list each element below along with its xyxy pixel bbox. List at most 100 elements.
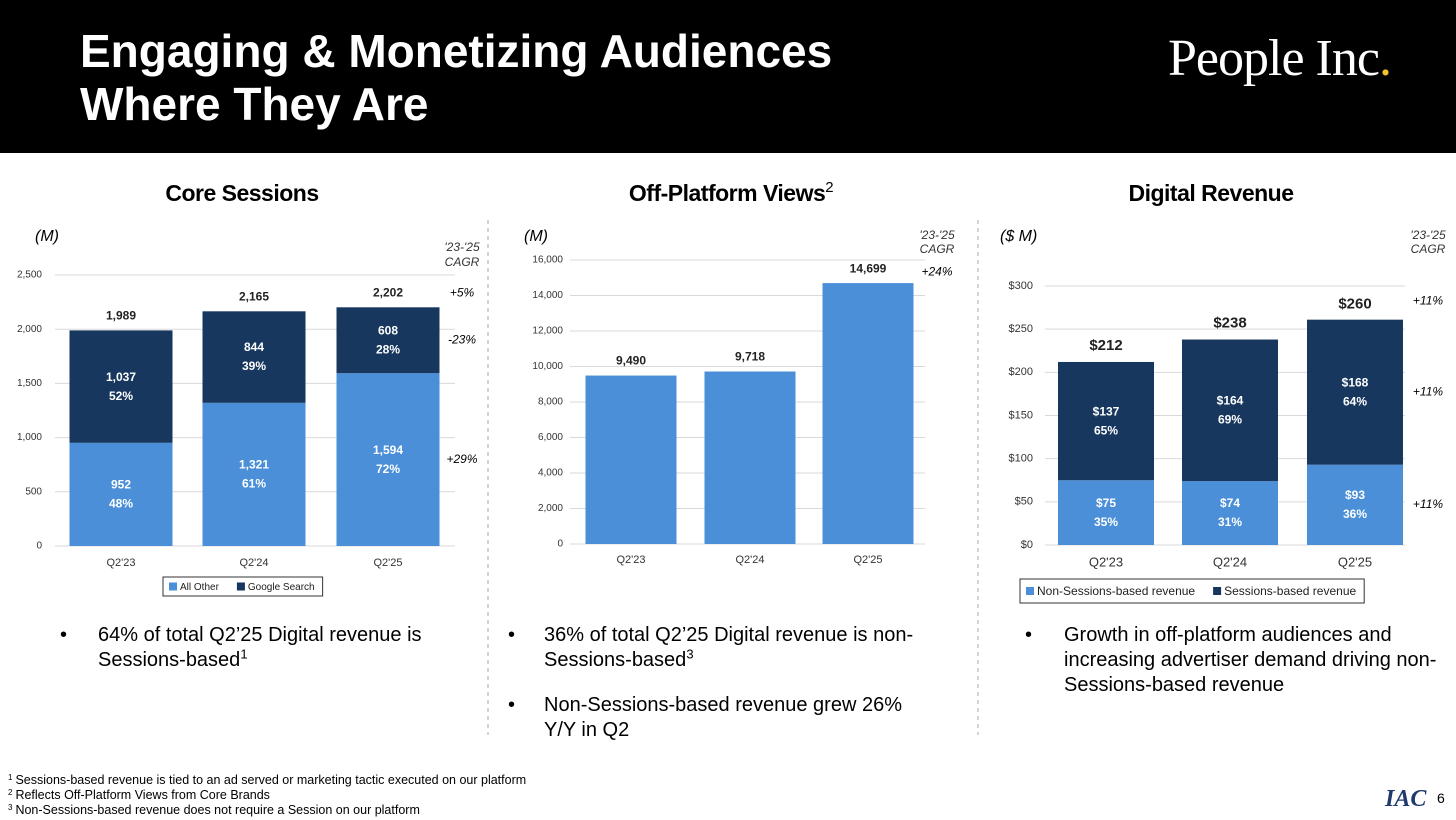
unit-label: ($ M) [1000, 228, 1037, 245]
value-label: $74 [1220, 496, 1240, 510]
bar-segment [69, 330, 173, 443]
cagr-title: '23-'25 [1410, 228, 1446, 242]
value-label: $164 [1217, 393, 1244, 407]
legend-box [1019, 578, 1365, 604]
bullet-sup: 1 [240, 646, 248, 662]
total-label: 1,989 [106, 309, 136, 323]
cagr-title: CAGR [1411, 242, 1446, 256]
share-label: 64% [1343, 394, 1367, 408]
bullet-dot: • [1025, 624, 1033, 646]
share-label: 39% [242, 359, 266, 373]
y-tick-label: $250 [1009, 323, 1033, 335]
y-tick-label: $200 [1009, 366, 1033, 378]
cagr-label: +11% [1413, 294, 1443, 308]
y-tick-label: 2,000 [538, 503, 563, 514]
y-tick-label: 12,000 [532, 326, 563, 337]
bar-segment [1058, 361, 1154, 481]
y-tick-label: $100 [1009, 453, 1033, 465]
value-label: 14,699 [850, 261, 887, 275]
chart-title-sup: 2 [825, 179, 833, 196]
value-label: $168 [1342, 375, 1369, 389]
footer-logo: IAC [1384, 786, 1427, 812]
chart-title: Off-Platform Views2 [629, 179, 833, 206]
bullet-dot: • [508, 624, 516, 646]
total-label: $212 [1089, 337, 1122, 354]
y-tick-label: $300 [1009, 280, 1033, 292]
cagr-label: -23% [448, 332, 476, 346]
bullet-text: 36% of total Q2’25 Digital revenue is no… [544, 623, 924, 673]
logo-dot: . [1379, 30, 1391, 87]
legend-swatch [1213, 587, 1222, 595]
y-tick-label: 1,500 [17, 378, 42, 389]
total-label: $238 [1213, 314, 1246, 331]
footnote: 3 Non-Sessions-based revenue does not req… [8, 803, 420, 817]
value-label: $75 [1096, 496, 1116, 510]
logo-text: People Inc [1168, 30, 1379, 87]
share-label: 72% [376, 462, 400, 476]
cagr-label: +11% [1413, 384, 1443, 398]
y-tick-label: 0 [36, 541, 42, 552]
footnote-mark: 3 [8, 803, 13, 812]
y-tick-label: $150 [1009, 409, 1033, 421]
bar-segment [336, 373, 440, 546]
y-tick-label: 4,000 [538, 468, 563, 479]
unit-label: (M) [35, 228, 59, 245]
bar-segment [1307, 464, 1403, 545]
bar-segment [202, 311, 306, 403]
value-label: 608 [378, 323, 398, 337]
bar-segment [336, 307, 440, 374]
share-label: 65% [1094, 423, 1118, 437]
cagr-title: '23-'25 [444, 240, 480, 254]
legend-swatch [236, 582, 245, 591]
bullet-span: 64% of total Q2’25 Digital revenue is Se… [98, 624, 422, 671]
footnote-text: Sessions-based revenue is tied to an ad … [15, 773, 526, 787]
x-tick-label: Q2'23 [1089, 554, 1123, 569]
cagr-label: +5% [450, 285, 475, 299]
x-tick-label: Q2'25 [1338, 554, 1372, 569]
chart-title-text: Digital Revenue [1128, 180, 1293, 206]
legend-label: Non-Sessions-based revenue [1037, 584, 1195, 598]
x-tick-label: Q2'23 [616, 554, 645, 566]
value-label: $137 [1093, 404, 1120, 418]
cagr-title: CAGR [920, 242, 955, 256]
legend-swatch [1026, 587, 1034, 595]
logo: People Inc. [1168, 30, 1391, 87]
chart-title-text: Off-Platform Views [629, 180, 825, 206]
bullet-text: Growth in off-platform audiences and inc… [1064, 623, 1449, 698]
bullet-dot: • [60, 624, 68, 646]
value-label: 844 [244, 340, 264, 354]
x-tick-label: Q2'24 [735, 554, 764, 566]
bar [822, 283, 914, 544]
bullet-sup: 3 [686, 646, 694, 662]
share-label: 35% [1094, 515, 1118, 529]
value-label: 952 [111, 478, 131, 492]
y-tick-label: 8,000 [538, 397, 563, 408]
y-tick-label: 6,000 [538, 432, 563, 443]
x-tick-label: Q2'23 [106, 557, 135, 569]
share-label: 31% [1218, 515, 1242, 529]
bar-segment [1058, 480, 1154, 545]
y-tick-label: 0 [557, 539, 563, 550]
y-tick-label: $0 [1021, 539, 1033, 551]
bullet-text: Non-Sessions-based revenue grew 26% Y/Y … [544, 693, 924, 743]
total-label: $260 [1338, 296, 1371, 313]
share-label: 36% [1343, 507, 1367, 521]
bar-segment [1307, 319, 1403, 465]
value-label: 1,037 [106, 370, 136, 384]
legend-label: All Other [180, 582, 220, 593]
bullet-span: Non-Sessions-based revenue grew 26% Y/Y … [544, 694, 902, 741]
bar-segment [69, 442, 173, 546]
header-title: Engaging & Monetizing Audiences [80, 25, 832, 77]
y-tick-label: $50 [1015, 496, 1033, 508]
bar-segment [1182, 339, 1278, 482]
footnote: 2 Reflects Off-Platform Views from Core B… [8, 788, 270, 802]
footnote-text: Reflects Off-Platform Views from Core Br… [15, 788, 269, 802]
value-label: 9,490 [616, 354, 646, 368]
y-tick-label: 2,000 [17, 324, 42, 335]
bar [704, 371, 796, 544]
share-label: 48% [109, 497, 133, 511]
y-tick-label: 2,500 [17, 270, 42, 281]
share-label: 61% [242, 477, 266, 491]
page-number: 6 [1437, 790, 1445, 806]
